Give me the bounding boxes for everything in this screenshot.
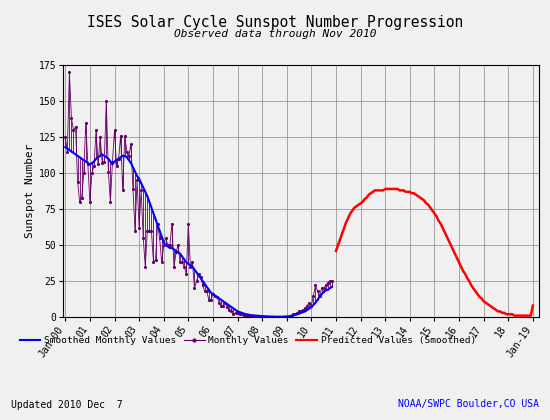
Legend: Smoothed Monthly Values, Monthly Values, Predicted Values (Smoothed): Smoothed Monthly Values, Monthly Values,… bbox=[16, 332, 480, 349]
Text: ISES Solar Cycle Sunspot Number Progression: ISES Solar Cycle Sunspot Number Progress… bbox=[87, 15, 463, 30]
Text: Observed data through Nov 2010: Observed data through Nov 2010 bbox=[174, 29, 376, 39]
Text: NOAA/SWPC Boulder,CO USA: NOAA/SWPC Boulder,CO USA bbox=[398, 399, 539, 409]
Text: Updated 2010 Dec  7: Updated 2010 Dec 7 bbox=[11, 399, 123, 409]
Y-axis label: Sunspot Number: Sunspot Number bbox=[25, 144, 35, 239]
